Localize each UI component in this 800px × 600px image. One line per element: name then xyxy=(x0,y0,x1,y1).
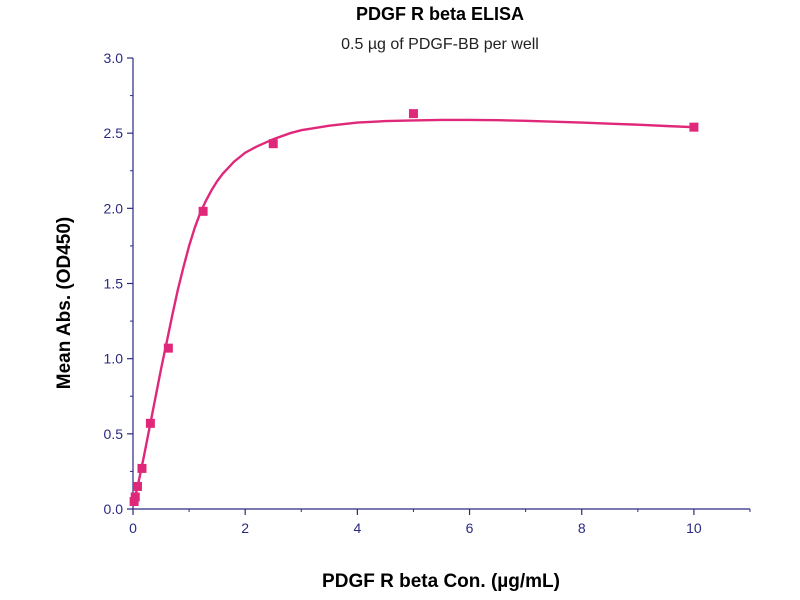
y-axis-label: Mean Abs. (OD450) xyxy=(54,217,75,389)
y-tick-label: 1.0 xyxy=(104,351,124,367)
y-tick-label: 0.5 xyxy=(104,426,124,442)
data-point xyxy=(145,418,155,428)
data-point xyxy=(129,496,139,506)
x-axis-label: PDGF R beta Con. (µg/mL) xyxy=(322,571,560,592)
y-tick-label: 2.0 xyxy=(104,200,124,216)
x-tick-label: 4 xyxy=(353,520,361,536)
x-axis-ticks: 0 2 4 6 8 10 xyxy=(129,509,751,536)
x-tick-label: 6 xyxy=(466,520,474,536)
data-point xyxy=(163,343,173,353)
y-tick-label: 2.5 xyxy=(104,125,124,141)
y-tick-label: 3.0 xyxy=(104,50,124,66)
y-axis-ticks: 0.0 0.5 1.0 1.5 2.0 2.5 3.0 xyxy=(104,50,133,517)
chart-subtitle: 0.5 µg of PDGF-BB per well xyxy=(341,36,539,53)
data-point xyxy=(137,463,147,473)
data-point xyxy=(689,122,699,132)
data-point xyxy=(130,492,140,502)
data-point xyxy=(268,139,278,149)
y-tick-label: 0.0 xyxy=(104,501,124,517)
data-point xyxy=(132,481,142,491)
x-tick-label: 8 xyxy=(578,520,586,536)
y-tick-label: 1.5 xyxy=(104,276,124,292)
data-point xyxy=(408,109,418,119)
x-tick-label: 0 xyxy=(129,520,137,536)
x-tick-label: 2 xyxy=(241,520,249,536)
plot-area: 0.0 0.5 1.0 1.5 2.0 2.5 3.0 0 2 4 6 8 10 xyxy=(104,50,751,536)
chart-title: PDGF R beta ELISA xyxy=(356,4,524,24)
data-point xyxy=(198,206,208,216)
x-tick-label: 10 xyxy=(686,520,702,536)
fit-curve xyxy=(131,118,694,507)
data-points xyxy=(129,109,699,506)
